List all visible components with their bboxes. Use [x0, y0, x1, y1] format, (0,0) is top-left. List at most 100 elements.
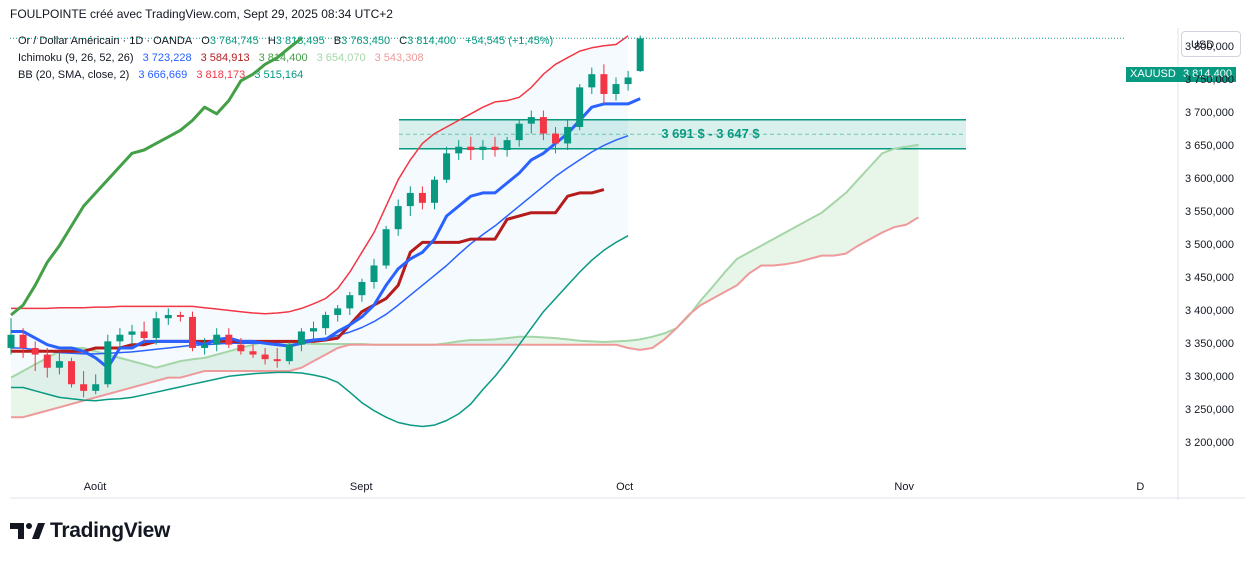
cloud-segment — [785, 225, 798, 265]
candle-body — [636, 38, 644, 72]
candle-body — [249, 351, 257, 355]
cloud-segment — [446, 341, 459, 345]
currency-button[interactable]: USD — [1181, 31, 1241, 57]
cloud-segment — [858, 166, 871, 246]
cloud-segment — [555, 338, 568, 345]
cloud-segment — [591, 341, 604, 345]
cloud-segment — [47, 351, 60, 411]
price-tick-label: 3 750,000 — [1185, 73, 1234, 86]
candle-body — [358, 281, 366, 296]
candle-body — [576, 87, 584, 127]
ichimoku-label: Ichimoku (9, 26, 52, 26) — [18, 52, 134, 64]
candle-body — [491, 146, 499, 151]
price-tick-label: 3 300,000 — [1185, 370, 1234, 383]
candle-body — [297, 331, 305, 345]
price-tick-label: 3 400,000 — [1185, 304, 1234, 317]
cloud-segment — [700, 286, 713, 306]
candle-body — [140, 331, 148, 339]
cloud-segment — [906, 144, 919, 225]
candle-body — [455, 146, 463, 154]
cloud-segment — [749, 245, 762, 274]
cloud-segment — [640, 336, 653, 350]
symbol-label: Or / Dollar Américain · 1D · OANDA — [18, 35, 193, 47]
ichimoku-span-a-value: 3 654,070 — [316, 52, 366, 64]
cloud-segment — [482, 339, 495, 345]
cloud-segment — [507, 336, 520, 345]
time-tick-label: Oct — [616, 481, 634, 493]
cloud-segment — [228, 347, 241, 372]
price-zone — [399, 119, 966, 149]
cloud-segment — [664, 328, 677, 340]
price-tick-label: 3 450,000 — [1185, 271, 1234, 284]
cloud-segment — [95, 351, 108, 398]
candle-body — [55, 361, 63, 368]
candle-body — [552, 133, 559, 144]
candle-body — [285, 344, 293, 362]
candle-body — [104, 341, 112, 385]
price-tick-label: 3 650,000 — [1185, 139, 1234, 152]
time-tick-label: Nov — [894, 481, 914, 493]
cloud-segment — [313, 343, 326, 362]
price-tick-label: 3 600,000 — [1185, 172, 1234, 185]
cloud-segment — [543, 337, 556, 345]
cloud-segment — [724, 258, 737, 292]
ichimoku-legend: Ichimoku (9, 26, 52, 26) 3 723,228 3 584… — [18, 52, 430, 64]
cloud-segment — [325, 343, 338, 355]
candle-body — [92, 384, 100, 391]
cloud-segment — [11, 371, 24, 418]
candle-body — [503, 140, 511, 151]
candle-body — [273, 359, 281, 362]
cloud-segment — [168, 361, 181, 378]
candle-body — [443, 153, 451, 180]
candle-body — [394, 206, 402, 230]
change-value: +54,545 (+1,45%) — [465, 35, 554, 47]
kijun-line — [11, 188, 605, 353]
cloud-segment — [567, 339, 580, 345]
tenkan-line — [11, 97, 641, 370]
cloud-segment — [240, 344, 253, 372]
ichimoku-chikou-value: 3 814,400 — [258, 52, 308, 64]
cloud-segment — [144, 364, 157, 385]
candle-body — [322, 314, 330, 329]
cloud-segment — [652, 333, 665, 348]
candle-body — [31, 347, 39, 355]
candle-body — [80, 384, 88, 391]
time-tick-label: Sept — [349, 481, 373, 493]
ohlc-low: B3 763,450 — [333, 35, 391, 47]
time-tick-label: Août — [83, 481, 107, 493]
bb-basis-value: 3 666,669 — [138, 69, 188, 81]
ohlc-close: C3 814,400 — [399, 35, 457, 47]
cloud-segment — [809, 212, 822, 259]
candle-body — [600, 74, 608, 94]
last-price-tag: 3 814,400 — [1179, 67, 1236, 82]
candle-body — [7, 334, 15, 348]
cloud-segment — [688, 300, 701, 317]
bb-basis-line — [11, 134, 629, 355]
cloud-segment — [531, 336, 544, 345]
price-tick-label: 3 350,000 — [1185, 337, 1234, 350]
candle-body — [19, 334, 27, 348]
cloud-segment — [712, 272, 725, 299]
cloud-segment — [603, 341, 616, 345]
cloud-segment — [773, 232, 786, 266]
price-tick-label: 3 200,000 — [1185, 436, 1234, 449]
cloud-segment — [761, 239, 774, 266]
bb-band-fill — [11, 35, 629, 427]
brand-name: TradingView — [50, 519, 171, 542]
candle-body — [201, 344, 209, 348]
candle-body — [43, 354, 51, 368]
candle-body — [418, 192, 426, 203]
candle-body — [624, 77, 632, 85]
candle-body — [261, 354, 269, 360]
price-tick-label: 3 500,000 — [1185, 238, 1234, 251]
cloud-segment — [882, 148, 895, 233]
candle-body — [382, 229, 390, 266]
candle-body — [225, 334, 233, 345]
candle-body — [539, 117, 547, 134]
cloud-segment — [277, 341, 290, 372]
cloud-segment — [495, 338, 508, 345]
ichimoku-span-b-value: 3 543,308 — [374, 52, 424, 64]
cloud-segment — [337, 343, 350, 348]
cloud-segment — [833, 192, 846, 256]
